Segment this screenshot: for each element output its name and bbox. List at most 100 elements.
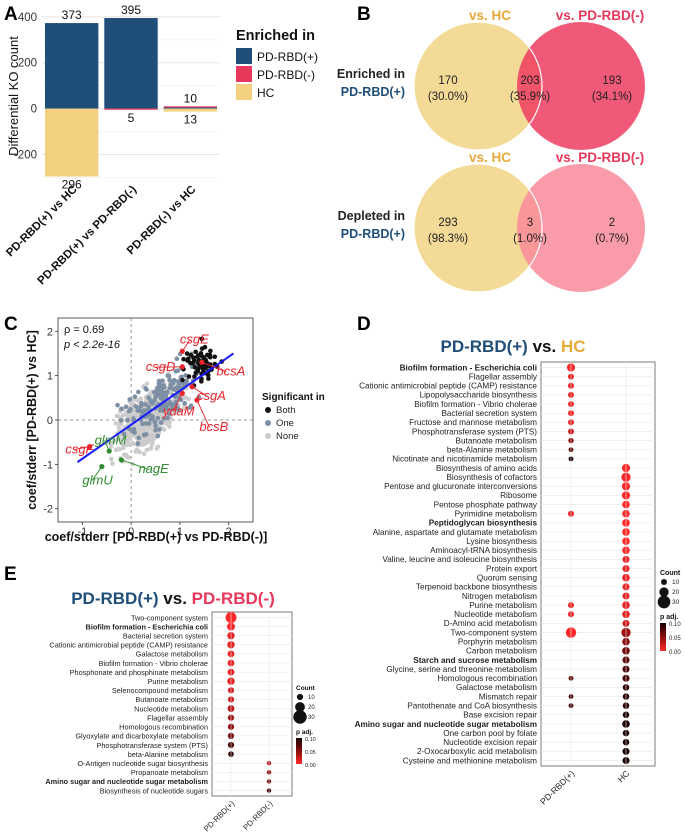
panel-label-b: B xyxy=(357,4,371,25)
b-venn-circle-hc xyxy=(414,22,542,150)
dot-legend-size-label: 10 xyxy=(308,695,315,701)
c-point-one xyxy=(146,395,151,401)
c-point-one xyxy=(159,386,164,391)
c-point-one xyxy=(148,399,153,405)
c-point-one xyxy=(127,397,133,402)
c-gene-point xyxy=(87,444,93,450)
dot-row-label: Cationic antimicrobial peptide (CAMP) re… xyxy=(359,382,537,391)
dot-panel-frame xyxy=(211,611,293,797)
c-point-none xyxy=(172,410,178,415)
c-point-one xyxy=(160,378,165,384)
b-venn-count: 293 xyxy=(438,217,457,229)
dot-legend-color-label: 0.10 xyxy=(305,737,316,743)
dot-row-label: Valine, leucine and isoleucine biosynthe… xyxy=(382,555,537,564)
c-gene-leader xyxy=(121,459,149,470)
c-x-axis-label: coef/stderr [PD-RBD(+) vs PD-RBD(-)] xyxy=(45,530,268,544)
b-venn-percent: (30.0%) xyxy=(428,91,468,103)
c-point-none xyxy=(145,435,151,441)
dot-row-label: Biofilm formation - Escherichia coli xyxy=(400,363,537,372)
c-point-none xyxy=(148,446,154,451)
a-bottom-label: 13 xyxy=(184,113,198,127)
c-stat-p: p < 2.2e-16 xyxy=(63,339,121,351)
c-point-one xyxy=(118,418,124,423)
a-bottom-label: 5 xyxy=(128,111,135,125)
b-venn-circle-pdrbd-neg xyxy=(517,22,645,150)
c-gene-label: bcsB xyxy=(199,419,228,434)
dot-legend-size-dot xyxy=(295,702,305,712)
c-point-one xyxy=(175,368,181,374)
c-point-none xyxy=(149,425,155,431)
dot-panel-frame xyxy=(540,361,656,767)
dot-legend-color-title: p adj. xyxy=(660,614,678,621)
c-point-both xyxy=(181,356,186,362)
c-point-one xyxy=(166,411,172,417)
dot-row-label: Phosphotransferase system (PTS) xyxy=(412,427,537,436)
b-venn-count: 170 xyxy=(438,75,457,87)
panel-label-e: E xyxy=(4,564,17,585)
dot-legend-color-title: p adj. xyxy=(296,729,313,736)
dot-row-label: Biofilm formation - Escherichia coli xyxy=(86,622,208,631)
dot-legend-colorbar xyxy=(296,738,302,764)
c-gene-label: ydaM xyxy=(162,404,195,419)
c-y-tick-label: 1 xyxy=(47,371,53,383)
c-gene-leader xyxy=(201,361,227,373)
c-point-one xyxy=(188,403,194,408)
dot-legend-size-dot xyxy=(657,595,671,609)
a-y-axis-label: Differential KO count xyxy=(6,36,21,156)
c-point-one xyxy=(164,389,170,395)
c-point-one xyxy=(121,431,127,437)
c-point-both xyxy=(198,350,204,356)
dot-row-label: Amino sugar and nucleotide sugar metabol… xyxy=(355,720,537,729)
c-point-none xyxy=(119,437,125,442)
c-gene-label: nagE xyxy=(138,461,169,476)
c-point-none xyxy=(115,437,121,442)
panel-a-bar-chart: 373 296 395 5 10 13 -200 0 200 400 PD-RBD(+) vs … xyxy=(4,3,318,287)
dot-row-label: Aminoacyl-tRNA biosynthesis xyxy=(430,546,537,555)
c-gene-leader xyxy=(92,466,103,481)
c-gene-point xyxy=(179,364,185,370)
c-point-none xyxy=(115,446,121,452)
c-point-none xyxy=(116,414,122,420)
dot-col-label: HC xyxy=(615,768,631,784)
c-gene-label: csgF xyxy=(65,441,94,456)
c-legend-dot xyxy=(265,433,271,439)
c-gene-point xyxy=(106,448,112,454)
b-venn-percent: (34.1%) xyxy=(592,91,632,103)
a-x-tick-label: PD-RBD(+) vs PD-RBD(-) xyxy=(36,184,140,288)
c-point-one xyxy=(152,419,158,425)
c-stat-rho: ρ = 0.69 xyxy=(64,324,104,336)
c-point-both xyxy=(194,354,200,360)
b-venn-percent: (1.0%) xyxy=(513,233,547,245)
b-row-label-group: PD-RBD(+) xyxy=(341,85,405,99)
dot-row-label: Phosphonate and phosphinate metabolism xyxy=(70,668,208,677)
c-point-none xyxy=(124,412,129,417)
dot-col-label: PD-RBD(+) xyxy=(202,799,237,834)
a-top-label: 10 xyxy=(184,91,198,105)
dot-legend-colorbar xyxy=(660,623,666,651)
c-point-both xyxy=(192,365,198,370)
c-gene-point xyxy=(194,397,200,403)
c-point-none xyxy=(165,420,170,426)
a-legend-swatch xyxy=(236,66,252,82)
c-x-tick-label: 0 xyxy=(128,526,134,538)
c-y-tick-label: 0 xyxy=(47,415,53,427)
a-top-label: 373 xyxy=(62,8,82,22)
dot-row-label: Lipopolysaccharide biosynthesis xyxy=(420,391,537,400)
dot-row-label: Alanine, aspartate and glutamate metabol… xyxy=(373,528,537,537)
c-point-none xyxy=(137,426,143,431)
a-y-tick-label: 0 xyxy=(31,104,37,116)
dot-row-label: Biosynthesis of cofactors xyxy=(446,473,537,482)
b-venn-outline xyxy=(413,21,543,151)
c-legend: Significant in Both One None xyxy=(262,392,325,442)
c-point-one xyxy=(125,417,130,423)
c-point-both xyxy=(193,370,199,375)
dot-legend-color-label: 0.00 xyxy=(305,763,316,769)
panel-e-dotplot: PD-RBD(+) vs. PD-RBD(-) Two-component sys… xyxy=(45,589,315,833)
c-point-one xyxy=(140,421,145,427)
panel-label-c: C xyxy=(4,314,18,335)
dot-title: PD-RBD(+) vs. HC xyxy=(440,337,585,356)
dot-row-label: Biofilm formation - Vibrio cholerae xyxy=(414,400,537,409)
panel-label-a: A xyxy=(4,4,18,25)
a-y-tick-label: 200 xyxy=(18,58,37,70)
b-venn-outline xyxy=(413,163,543,293)
